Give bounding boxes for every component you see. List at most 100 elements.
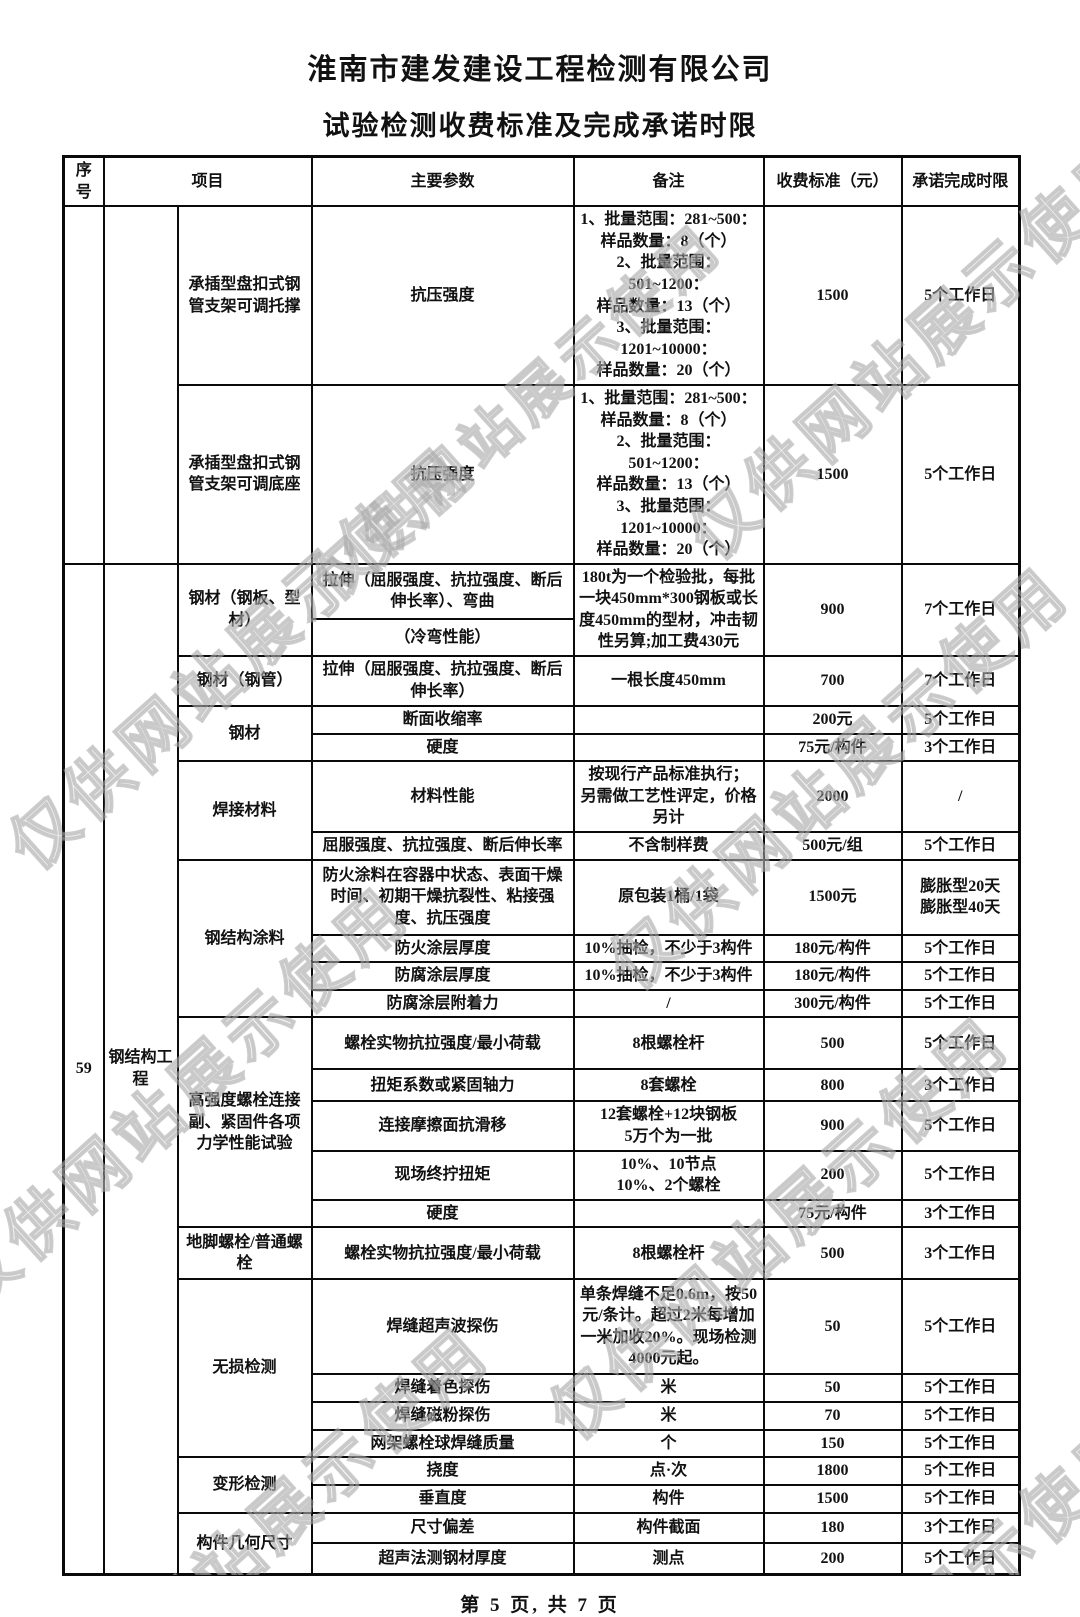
param-cell: 防腐涂层厚度 bbox=[310, 961, 575, 991]
remark-cell: 米 bbox=[572, 1400, 765, 1431]
project-cell: 焊接材料 bbox=[176, 760, 313, 861]
param-cell: 现场终拧扭矩 bbox=[310, 1149, 575, 1201]
param-cell: 拉伸（屈服强度、抗拉强度、断后伸长率）、弯曲 bbox=[310, 562, 575, 621]
fee-cell: 900 bbox=[762, 1100, 903, 1152]
page-number: 第 5 页, 共 7 页 bbox=[460, 1595, 620, 1617]
fee-cell: 200 bbox=[762, 1149, 903, 1201]
project-cell: 变形检测 bbox=[176, 1456, 313, 1514]
remark-cell: 不含制样费 bbox=[572, 831, 765, 861]
param-cell: 抗压强度 bbox=[310, 383, 575, 565]
project-cell: 钢材（钢板、型材） bbox=[176, 562, 313, 658]
param-cell: 垂直度 bbox=[310, 1483, 575, 1514]
fee-cell: 70 bbox=[762, 1400, 903, 1431]
seq-cell-59: 59 bbox=[62, 562, 105, 1576]
page-title: 试验检测收费标准及完成承诺时限 bbox=[322, 111, 758, 141]
param-cell: 焊缝着色探伤 bbox=[310, 1373, 575, 1403]
fee-cell: 1500元 bbox=[762, 858, 903, 936]
table-row: 防腐涂层附着力 / 300元/构件 5个工作日 bbox=[64, 988, 1021, 1019]
deadline-cell: 3个工作日 bbox=[900, 1068, 1021, 1103]
remark-cell: 个 bbox=[572, 1428, 765, 1459]
project-cell: 承插型盘扣式钢管支架可调托撑 bbox=[176, 205, 313, 386]
deadline-cell: 7个工作日 bbox=[900, 562, 1021, 658]
param-cell: 扭矩系数或紧固轴力 bbox=[310, 1068, 575, 1103]
remark-cell: 米 bbox=[572, 1373, 765, 1403]
project-cell: 承插型盘扣式钢管支架可调底座 bbox=[176, 383, 313, 565]
category-cell-steel-structure: 钢结构工程 bbox=[102, 562, 179, 1576]
col-header-remark: 备注 bbox=[572, 155, 765, 208]
col-header-project: 项目 bbox=[102, 155, 313, 208]
table-row: 焊缝着色探伤 米 50 5个工作日 bbox=[64, 1373, 1021, 1403]
remark-cell: 8根螺栓杆 bbox=[572, 1016, 765, 1071]
col-header-seq: 序号 bbox=[62, 155, 105, 208]
fee-cell: 1500 bbox=[762, 383, 903, 565]
fee-cell: 500元/组 bbox=[762, 831, 903, 861]
param-cell: 防腐涂层附着力 bbox=[310, 988, 575, 1019]
remark-cell: 按现行产品标准执行； 另需做工艺性评定，价格 另计 bbox=[572, 760, 765, 834]
col-header-params: 主要参数 bbox=[310, 155, 575, 208]
deadline-cell: 5个工作日 bbox=[900, 1149, 1021, 1201]
project-cell: 钢材（钢管） bbox=[176, 655, 313, 708]
deadline-cell: 5个工作日 bbox=[900, 961, 1021, 991]
remark-cell bbox=[572, 732, 765, 763]
deadline-cell: 膨胀型20天 膨胀型40天 bbox=[900, 858, 1021, 936]
remark-cell: 12套螺栓+12块钢板 5万个为一批 bbox=[572, 1100, 765, 1152]
project-cell: 地脚螺栓/普通螺栓 bbox=[176, 1226, 313, 1281]
deadline-cell: 5个工作日 bbox=[900, 1100, 1021, 1152]
fee-cell: 50 bbox=[762, 1373, 903, 1403]
remark-cell: 点·次 bbox=[572, 1456, 765, 1486]
fee-cell: 200 bbox=[762, 1541, 903, 1576]
param-cell: 挠度 bbox=[310, 1456, 575, 1486]
deadline-cell: 5个工作日 bbox=[900, 1016, 1021, 1071]
fee-schedule-table: 序号 项目 主要参数 备注 收费标准（元） 承诺完成时限 承插型盘扣式钢管支架可… bbox=[62, 155, 1022, 1577]
deadline-cell: 5个工作日 bbox=[900, 1483, 1021, 1514]
table-row: 扭矩系数或紧固轴力 8套螺栓 800 3个工作日 bbox=[64, 1068, 1021, 1103]
param-cell: 螺栓实物抗拉强度/最小荷载 bbox=[310, 1226, 575, 1281]
deadline-cell: 5个工作日 bbox=[900, 383, 1021, 565]
table-row: 地脚螺栓/普通螺栓 螺栓实物抗拉强度/最小荷载 8根螺栓杆 500 3个工作日 bbox=[64, 1226, 1021, 1281]
param-cell: 防火涂料在容器中状态、表面干燥时间、初期干燥抗裂性、粘接强度、抗压强度 bbox=[310, 858, 575, 936]
deadline-cell: 5个工作日 bbox=[900, 988, 1021, 1019]
table-row: 焊缝磁粉探伤 米 70 5个工作日 bbox=[64, 1400, 1021, 1431]
company-title: 淮南市建发建设工程检测有限公司 bbox=[307, 54, 773, 86]
table-row: 网架螺栓球焊缝质量 个 150 5个工作日 bbox=[64, 1428, 1021, 1459]
fee-cell: 75元/构件 bbox=[762, 1198, 903, 1229]
deadline-cell: 5个工作日 bbox=[900, 1428, 1021, 1459]
deadline-cell: / bbox=[900, 760, 1021, 834]
deadline-cell: 5个工作日 bbox=[900, 933, 1021, 964]
fee-cell: 180元/构件 bbox=[762, 961, 903, 991]
remark-cell: 10%抽检，不少于3构件 bbox=[572, 961, 765, 991]
table-row: 焊接材料 材料性能 按现行产品标准执行； 另需做工艺性评定，价格 另计 2000… bbox=[64, 760, 1021, 861]
param-cell: 断面收缩率 bbox=[310, 705, 575, 735]
param-cell: 抗压强度 bbox=[310, 205, 575, 386]
remark-cell bbox=[572, 1198, 765, 1229]
param-cell: 拉伸（屈服强度、抗拉强度、断后伸长率） bbox=[310, 655, 575, 708]
param-cell: 焊缝磁粉探伤 bbox=[310, 1400, 575, 1431]
table-row: 垂直度 构件 1500 5个工作日 bbox=[64, 1483, 1021, 1514]
fee-cell: 75元/构件 bbox=[762, 732, 903, 763]
table-row: 防火涂层厚度 10%抽检，不少于3构件 180元/构件 5个工作日 bbox=[64, 933, 1021, 964]
table-row: 防腐涂层厚度 10%抽检，不少于3构件 180元/构件 5个工作日 bbox=[64, 961, 1021, 991]
remark-cell: 10%、10节点 10%、2个螺栓 bbox=[572, 1149, 765, 1201]
param-cell: 超声法测钢材厚度 bbox=[310, 1541, 575, 1576]
deadline-cell: 5个工作日 bbox=[900, 205, 1021, 386]
param-cell: 防火涂层厚度 bbox=[310, 933, 575, 964]
param-cell: 网架螺栓球焊缝质量 bbox=[310, 1428, 575, 1459]
deadline-cell: 5个工作日 bbox=[900, 1373, 1021, 1403]
remark-cell: 10%抽检，不少于3构件 bbox=[572, 933, 765, 964]
param-cell: 屈服强度、抗拉强度、断后伸长率 bbox=[310, 831, 575, 861]
remark-cell: 单条焊缝不足0.6m，按50 元/条计。超过2米每增加 一米加收20%。现场检测… bbox=[572, 1278, 765, 1376]
param-cell: 材料性能 bbox=[310, 760, 575, 834]
fee-cell: 1500 bbox=[762, 1483, 903, 1514]
deadline-cell: 5个工作日 bbox=[900, 705, 1021, 735]
remark-cell: / bbox=[572, 988, 765, 1019]
table-row: 硬度 75元/构件 3个工作日 bbox=[64, 1198, 1021, 1229]
deadline-cell: 5个工作日 bbox=[900, 1541, 1021, 1576]
project-cell: 无损检测 bbox=[176, 1278, 313, 1459]
table-row: 高强度螺栓连接副、紧固件各项力学性能试验 螺栓实物抗拉强度/最小荷载 8根螺栓杆… bbox=[64, 1016, 1021, 1229]
remark-cell: 180t为一个检验批，每批一块450mm*300钢板或长度450mm的型材，冲击… bbox=[572, 562, 765, 658]
fee-cell: 180 bbox=[762, 1511, 903, 1544]
col-header-deadline: 承诺完成时限 bbox=[900, 155, 1021, 208]
table-header-row: 序号 项目 主要参数 备注 收费标准（元） 承诺完成时限 bbox=[62, 155, 1021, 208]
table-row: 连接摩擦面抗滑移 12套螺栓+12块钢板 5万个为一批 900 5个工作日 bbox=[64, 1100, 1021, 1152]
table-row: 变形检测 挠度 点·次 1800 5个工作日 bbox=[64, 1456, 1021, 1514]
